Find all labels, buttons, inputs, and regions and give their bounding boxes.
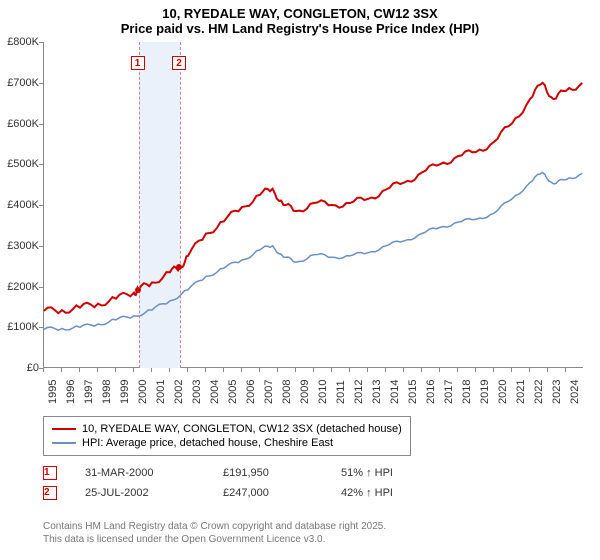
xtick-label: 1997: [83, 380, 95, 404]
footer-attribution: Contains HM Land Registry data © Crown c…: [43, 520, 386, 546]
xtick-label: 2002: [173, 380, 185, 404]
sales-rel-hpi: 42% ↑ HPI: [341, 487, 393, 499]
xtick-label: 1999: [119, 380, 131, 404]
xtick-label: 2016: [425, 380, 437, 404]
legend-label: 10, RYEDALE WAY, CONGLETON, CW12 3SX (de…: [82, 423, 402, 435]
xtick-label: 2007: [263, 380, 275, 404]
sales-rel-hpi: 51% ↑ HPI: [341, 467, 393, 479]
sales-marker-icon: 2: [43, 486, 57, 500]
xtick-label: 2021: [515, 380, 527, 404]
legend-swatch: [52, 442, 76, 444]
xtick-label: 2008: [281, 380, 293, 404]
title-line2: Price paid vs. HM Land Registry's House …: [0, 21, 600, 36]
legend: 10, RYEDALE WAY, CONGLETON, CW12 3SX (de…: [43, 416, 411, 456]
xtick-label: 2011: [335, 380, 347, 404]
title-block: 10, RYEDALE WAY, CONGLETON, CW12 3SX Pri…: [0, 0, 600, 36]
sales-price: £247,000: [223, 487, 313, 499]
sales-date: 25-JUL-2002: [85, 487, 195, 499]
ytick-label: £600K: [0, 118, 39, 130]
ytick-label: £500K: [0, 158, 39, 170]
legend-swatch: [52, 428, 76, 430]
plot-area: [43, 42, 583, 368]
series-hpi: [44, 172, 582, 330]
ytick-label: £0: [0, 362, 39, 374]
xtick-label: 2006: [245, 380, 257, 404]
xtick-label: 2010: [317, 380, 329, 404]
legend-label: HPI: Average price, detached house, Ches…: [82, 437, 333, 449]
xtick-label: 2019: [479, 380, 491, 404]
series-price_paid: [44, 83, 582, 313]
sale-dot-1: [135, 287, 141, 293]
sales-row: 1 31-MAR-2000 £191,950 51% ↑ HPI: [43, 466, 393, 480]
xtick-label: 2018: [461, 380, 473, 404]
footer-line2: This data is licensed under the Open Gov…: [43, 533, 386, 546]
legend-row: 10, RYEDALE WAY, CONGLETON, CW12 3SX (de…: [52, 423, 402, 435]
ytick-label: £200K: [0, 281, 39, 293]
xtick-label: 2009: [299, 380, 311, 404]
legend-row: HPI: Average price, detached house, Ches…: [52, 437, 402, 449]
series-svg: [44, 42, 584, 368]
xtick-label: 2005: [227, 380, 239, 404]
xtick-label: 2017: [443, 380, 455, 404]
footer-line1: Contains HM Land Registry data © Crown c…: [43, 520, 386, 533]
xtick-label: 2003: [191, 380, 203, 404]
sales-marker-icon: 1: [43, 466, 57, 480]
xtick-label: 2015: [407, 380, 419, 404]
xtick-label: 2013: [371, 380, 383, 404]
sales-price: £191,950: [223, 467, 313, 479]
vline: [139, 42, 140, 368]
xtick-label: 2023: [551, 380, 563, 404]
xtick-label: 2024: [569, 380, 581, 404]
xtick-label: 2004: [209, 380, 221, 404]
xtick-label: 2012: [353, 380, 365, 404]
plot-marker-1: 1: [131, 56, 145, 70]
plot-marker-2: 2: [172, 56, 186, 70]
sales-row: 2 25-JUL-2002 £247,000 42% ↑ HPI: [43, 486, 393, 500]
sale-dot-2: [176, 264, 182, 270]
ytick-label: £700K: [0, 77, 39, 89]
ytick-label: £400K: [0, 199, 39, 211]
xtick-label: 2022: [533, 380, 545, 404]
ytick-label: £300K: [0, 240, 39, 252]
xtick-label: 1998: [101, 380, 113, 404]
xtick-label: 1995: [47, 380, 59, 404]
sales-date: 31-MAR-2000: [85, 467, 195, 479]
sales-table: 1 31-MAR-2000 £191,950 51% ↑ HPI 2 25-JUL-200…: [43, 466, 393, 506]
xtick-label: 2000: [137, 380, 149, 404]
ytick-label: £800K: [0, 36, 39, 48]
chart-container: 10, RYEDALE WAY, CONGLETON, CW12 3SX Pri…: [0, 0, 600, 560]
vline: [180, 42, 181, 368]
xtick-label: 2020: [497, 380, 509, 404]
xtick-label: 2014: [389, 380, 401, 404]
xtick-label: 2001: [155, 380, 167, 404]
ytick-label: £100K: [0, 321, 39, 333]
xtick-label: 1996: [65, 380, 77, 404]
title-line1: 10, RYEDALE WAY, CONGLETON, CW12 3SX: [0, 6, 600, 21]
